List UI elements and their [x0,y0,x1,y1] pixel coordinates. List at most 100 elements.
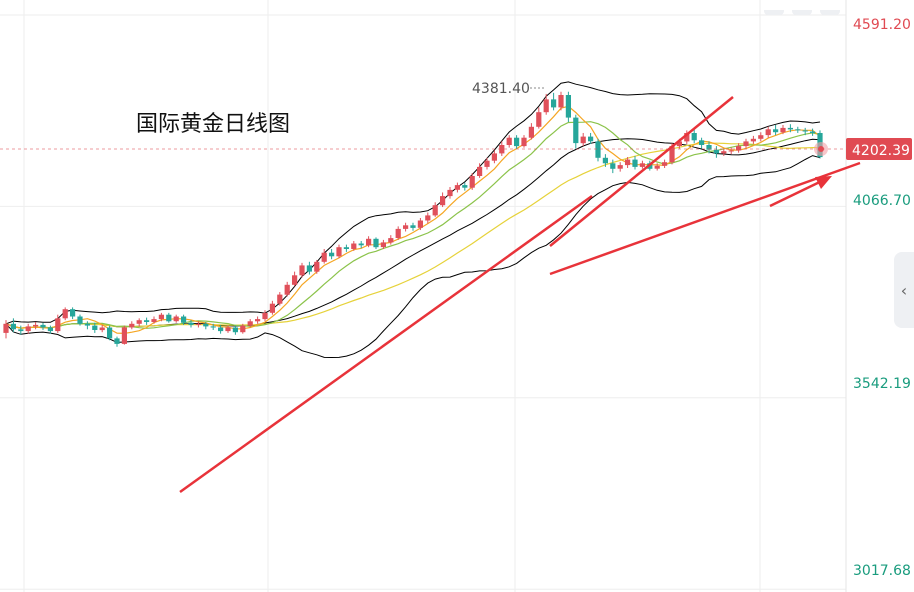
candle-body [750,138,756,142]
candle-body [107,327,113,339]
candle-body [92,325,98,330]
candle-body [469,176,475,188]
tick-label-1: 4591.20 [853,17,911,33]
support-trend-line [179,194,593,494]
candle-body [329,252,335,257]
candle-body [225,327,231,332]
candle-body [136,320,142,324]
ma-short-line [5,105,821,335]
lower-wedge-line [549,161,861,276]
candle-body [403,225,409,229]
bollinger-lower [5,155,821,359]
candle-body [314,261,320,272]
candle-body [558,95,564,108]
candle-body [551,99,557,108]
breakout-arrow-head [815,176,832,189]
toolbar-tabs [764,0,854,15]
candle-body [240,325,246,333]
collapse-panel-button[interactable]: ‹ [894,252,914,328]
candle-body [565,95,571,118]
candle-body [84,323,90,326]
moving-averages [5,105,821,335]
candle-body [506,137,512,145]
candle-body [484,160,490,167]
candle-body [595,141,601,158]
candle-body [40,324,46,328]
candlesticks [3,91,823,347]
candle-body [543,99,549,113]
bollinger-upper [5,81,821,325]
candle-body [654,165,660,169]
candle-body [462,185,468,188]
candle-body [62,309,68,319]
candle-body [521,137,527,147]
candle-body [366,238,372,246]
bollinger-bands [5,81,821,359]
candle-body [47,327,53,332]
candle-body [669,146,675,163]
candle-body [676,141,682,147]
upper-wedge-line [549,96,734,247]
candle-body [181,316,187,323]
candle-body [425,215,431,221]
candle-body [33,324,39,327]
candle-body [499,145,505,154]
candle-body [447,189,453,197]
ma-long-line [5,142,821,329]
candle-body [321,252,327,262]
grid-lines [0,0,847,592]
candle-body [262,312,268,320]
live-price-dot [818,146,824,152]
current-price-marker: 4202.39 [0,138,912,160]
candle-body [721,151,727,154]
candle-body [299,265,305,276]
candle-body [454,185,460,190]
chevron-left-icon: ‹ [900,280,908,300]
price-axis: 4591.20 4066.70 3542.19 3017.68 [853,17,911,579]
candle-body [18,329,24,332]
candle-body [617,165,623,169]
candle-body [380,242,386,248]
candle-body [610,163,616,169]
candle-body [410,225,416,228]
candle-body [432,205,438,216]
candle-body [25,326,31,332]
tick-label-4: 3017.68 [853,563,911,579]
candle-body [351,243,357,249]
candle-body [573,117,579,144]
candle-body [114,338,120,344]
current-price-badge [846,138,912,160]
candle-body [588,136,594,142]
candle-body [699,140,705,145]
candle-body [55,318,61,332]
candle-body [743,141,749,147]
candle-body [639,163,645,167]
candle-body [795,129,801,131]
candle-body [440,196,446,206]
candle-body [284,284,290,295]
candle-body [173,316,179,322]
candle-body [158,314,164,320]
candle-body [528,126,534,138]
candle-body [802,130,808,132]
candle-body [292,275,298,285]
candle-body [203,323,209,327]
candle-body [151,319,157,322]
candle-body [625,159,631,166]
candle-body [758,135,764,139]
candle-body [99,327,105,331]
candle-body [277,294,283,304]
candle-body [810,131,816,133]
bollinger-middle [5,138,821,329]
candle-body [188,322,194,325]
candle-body [780,127,786,133]
candle-body [477,166,483,176]
candle-body [3,323,9,333]
candle-body [514,137,520,147]
current-price-label: 4202.39 [852,143,910,159]
candle-body [602,157,608,164]
candle-body [662,162,668,166]
candle-body [269,303,275,313]
candle-body [121,327,127,344]
